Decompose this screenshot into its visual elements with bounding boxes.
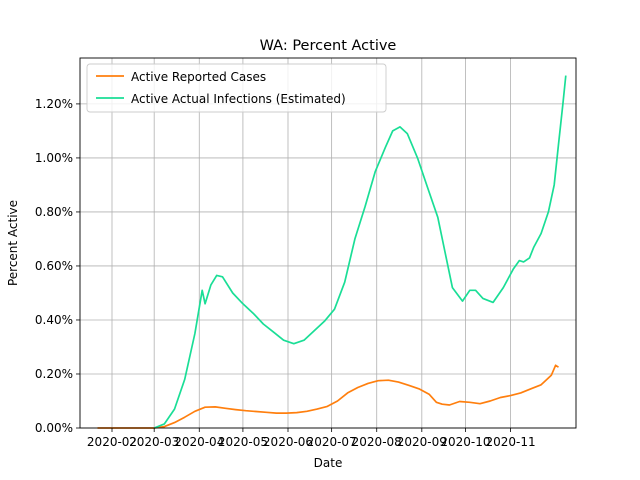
y-tick-label: 0.20% xyxy=(35,367,73,381)
legend: Active Reported Cases Active Actual Infe… xyxy=(86,63,387,113)
y-tick-label: 0.00% xyxy=(35,421,73,435)
legend-label-active-actual-infections: Active Actual Infections (Estimated) xyxy=(131,92,346,106)
x-tick-label: 2020-02 xyxy=(87,435,137,449)
series-layer xyxy=(97,75,567,429)
plot-frame xyxy=(79,57,577,429)
y-tick-label: 0.80% xyxy=(35,205,73,219)
x-tick-label: 2020-07 xyxy=(307,435,357,449)
x-tick-label: 2020-11 xyxy=(485,435,535,449)
y-axis: 0.00% 0.20% 0.40% 0.60% 0.80% 1.00% 1.20% xyxy=(35,97,80,435)
legend-label-active-reported-cases: Active Reported Cases xyxy=(131,70,266,84)
x-tick-label: 2020-08 xyxy=(352,435,402,449)
x-tick-label: 2020-03 xyxy=(129,435,179,449)
y-tick-label: 0.40% xyxy=(35,313,73,327)
y-tick-label: 1.20% xyxy=(35,97,73,111)
grid xyxy=(80,58,576,429)
series-line-active-actual-infections xyxy=(153,75,567,429)
x-axis: 2020-022020-032020-042020-052020-062020-… xyxy=(87,428,536,449)
x-tick-label: 2020-09 xyxy=(397,435,447,449)
y-axis-label: Percent Active xyxy=(6,200,20,286)
legend-box xyxy=(86,63,387,113)
y-tick-label: 0.60% xyxy=(35,259,73,273)
y-tick-label: 1.00% xyxy=(35,151,73,165)
x-tick-label: 2020-05 xyxy=(218,435,268,449)
chart-title: WA: Percent Active xyxy=(260,38,397,54)
series-line-active-reported-cases xyxy=(97,364,559,429)
x-tick-label: 2020-10 xyxy=(440,435,490,449)
x-tick-label: 2020-06 xyxy=(263,435,313,449)
x-axis-label: Date xyxy=(314,456,343,470)
x-tick-label: 2020-04 xyxy=(174,435,224,449)
